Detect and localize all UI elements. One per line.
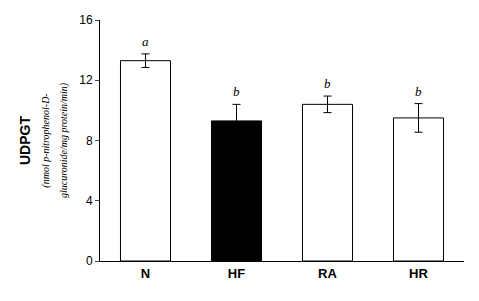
svg-text:16: 16 <box>79 13 93 27</box>
svg-text:UDPGT(nmol p-nitrophenol-D-glu: UDPGT(nmol p-nitrophenol-D-glucuronide/m… <box>17 82 69 198</box>
svg-text:RA: RA <box>318 266 337 281</box>
svg-text:a: a <box>142 34 149 49</box>
svg-text:8: 8 <box>86 134 93 148</box>
svg-text:HR: HR <box>409 266 428 281</box>
svg-text:0: 0 <box>86 254 93 268</box>
svg-text:b: b <box>324 76 331 91</box>
svg-text:HF: HF <box>228 266 245 281</box>
svg-text:b: b <box>415 84 422 99</box>
svg-text:4: 4 <box>86 194 93 208</box>
svg-text:N: N <box>141 266 150 281</box>
svg-text:12: 12 <box>79 73 93 87</box>
svg-text:b: b <box>233 84 240 99</box>
